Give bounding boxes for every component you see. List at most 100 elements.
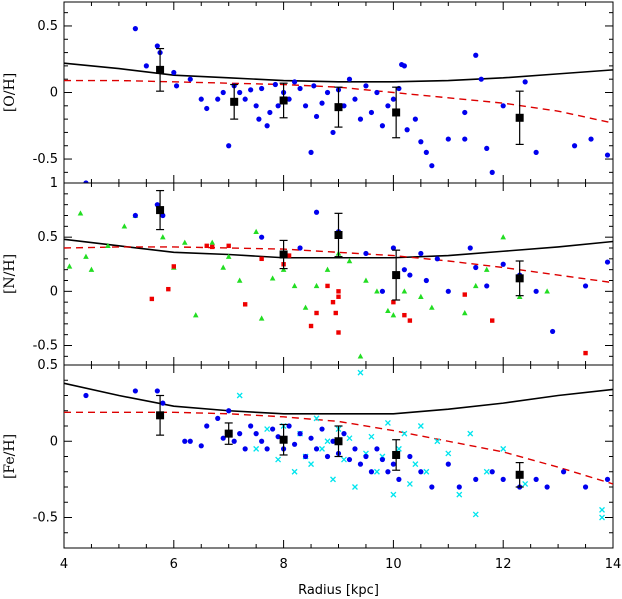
green-triangle-point	[500, 234, 506, 240]
green-triangle-point	[236, 277, 243, 283]
y-axis-title: [N/H]	[2, 254, 18, 294]
blue-point	[308, 149, 314, 155]
blue-point	[346, 456, 353, 463]
blue-point	[297, 85, 303, 92]
mean-point	[515, 470, 524, 479]
blue-point	[313, 113, 320, 120]
blue-point	[264, 446, 270, 452]
red-square-point	[336, 330, 341, 335]
green-triangle-point	[302, 304, 309, 310]
blue-point	[319, 426, 325, 432]
y-axis-title: [Fe/H]	[2, 434, 18, 479]
mean-point	[392, 108, 401, 117]
blue-point	[396, 476, 402, 482]
cyan-x-point	[357, 369, 364, 376]
green-triangle-point	[253, 228, 259, 234]
mean-point	[156, 65, 165, 74]
x-tick-label: 14	[605, 557, 622, 572]
model-dashed-line	[64, 246, 613, 284]
blue-point	[418, 139, 424, 145]
red-square-point	[333, 310, 338, 316]
green-triangle-point	[346, 258, 353, 264]
red-square-point	[286, 253, 292, 258]
mean-point	[279, 250, 288, 259]
green-triangle-point	[220, 264, 227, 270]
blue-point	[588, 136, 594, 142]
y-tick-label: 0	[50, 434, 58, 449]
red-square-point	[330, 299, 336, 305]
cyan-x-point	[341, 456, 347, 463]
blue-point	[423, 149, 429, 155]
red-square-point	[391, 299, 396, 305]
blue-point	[379, 288, 386, 294]
blue-point	[445, 136, 451, 142]
blue-point	[374, 446, 380, 452]
green-triangle-point	[77, 210, 84, 216]
cyan-x-point	[483, 468, 490, 475]
model-solid-line	[64, 238, 613, 259]
cyan-x-point	[264, 426, 271, 433]
red-square-point	[336, 289, 341, 294]
green-triangle-point	[160, 234, 166, 240]
blue-point	[379, 456, 386, 463]
blue-point	[341, 431, 347, 437]
y-tick-label: -0.5	[33, 339, 58, 354]
blue-point	[226, 143, 232, 149]
green-triangle-point	[121, 223, 128, 229]
cyan-x-point	[291, 468, 298, 475]
x-tick-label: 12	[495, 557, 512, 572]
green-triangle-point	[66, 263, 73, 269]
red-square-point	[462, 292, 467, 297]
blue-point	[83, 180, 89, 183]
blue-point	[291, 79, 298, 85]
y-tick-label: 0.5	[37, 230, 58, 245]
blue-point	[582, 484, 589, 490]
cyan-x-point	[308, 461, 315, 468]
cyan-x-point	[368, 433, 375, 440]
red-square-point	[226, 243, 231, 249]
blue-point	[160, 400, 166, 406]
y-tick-label: 0.5	[37, 19, 58, 34]
blue-point	[407, 272, 413, 278]
blue-point	[560, 469, 567, 475]
blue-point	[248, 87, 254, 93]
blue-point	[237, 431, 243, 437]
green-triangle-point	[385, 307, 391, 314]
blue-point	[330, 438, 336, 444]
blue-point	[522, 79, 528, 85]
cyan-x-point	[467, 430, 474, 437]
blue-point	[330, 129, 336, 136]
blue-point	[467, 245, 473, 251]
blue-point	[423, 277, 429, 284]
blue-point	[533, 476, 539, 482]
blue-point	[215, 96, 221, 102]
blue-point	[259, 85, 265, 92]
mean-point	[515, 113, 524, 122]
green-triangle-point	[429, 304, 435, 310]
blue-point	[407, 453, 413, 460]
red-square-point	[325, 283, 330, 289]
mean-point	[392, 450, 401, 459]
blue-point	[544, 484, 550, 490]
red-square-point	[210, 244, 215, 250]
green-triangle-point	[324, 266, 331, 272]
blue-point	[267, 109, 273, 116]
blue-point	[445, 288, 451, 294]
red-square-point	[166, 286, 171, 292]
x-tick-label: 6	[170, 557, 178, 572]
cyan-x-point	[423, 468, 430, 475]
blue-point	[154, 388, 160, 394]
blue-point	[182, 438, 188, 444]
red-square-point	[336, 294, 341, 299]
y-axis-title: [O/H]	[2, 73, 18, 112]
blue-point	[500, 261, 506, 267]
blue-point	[297, 245, 303, 251]
cyan-x-point	[406, 480, 413, 487]
red-square-point	[407, 318, 413, 323]
cyan-x-point	[346, 435, 353, 442]
blue-point	[220, 435, 226, 441]
blue-point	[291, 441, 298, 447]
blue-point	[429, 163, 435, 169]
blue-point	[390, 245, 396, 251]
green-triangle-point	[269, 275, 276, 281]
